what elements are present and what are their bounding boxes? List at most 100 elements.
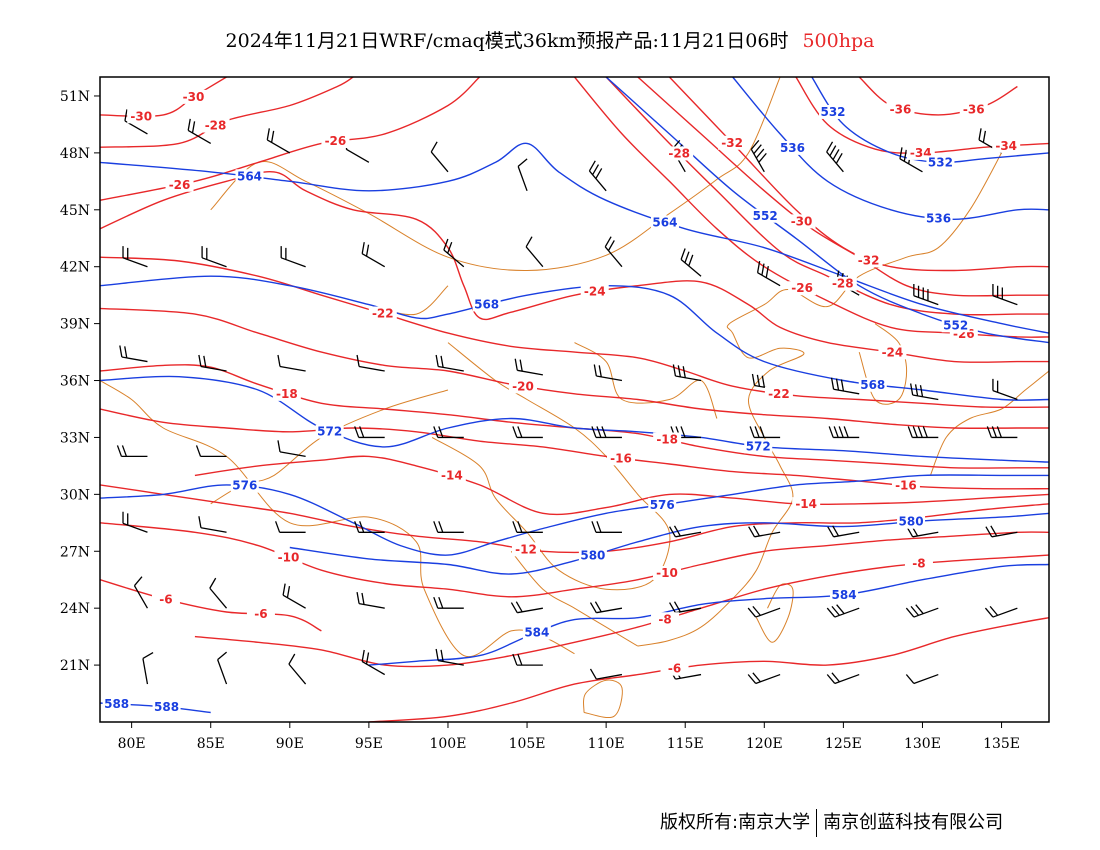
wind-barb <box>986 426 1018 439</box>
wind-barb <box>669 601 702 614</box>
height-contour-label: 568 <box>474 297 499 311</box>
wind-barb <box>905 673 939 685</box>
temperature-contour-label: -8 <box>658 612 671 626</box>
wind-barb <box>187 118 212 144</box>
wind-barb <box>288 653 307 685</box>
wind-barb <box>430 141 449 173</box>
wind-barb <box>198 354 227 372</box>
lon-tick-label: 90E <box>276 736 304 752</box>
wind-barb <box>356 592 385 609</box>
temperature-contour-label: -30 <box>130 109 152 123</box>
height-contour-label-bg <box>152 700 181 715</box>
wind-barb <box>748 525 781 538</box>
temperature-contour-label: -32 <box>721 136 743 150</box>
temperature-contour <box>858 77 1018 116</box>
wind-barb <box>119 345 148 363</box>
copyright-right: 南京创蓝科技有限公司 <box>823 812 1004 833</box>
temperature-contour-label-bg <box>509 379 538 394</box>
lat-tick-label: 27N <box>60 544 90 560</box>
temperature-contour-label-bg <box>179 89 208 104</box>
height-contour-label-bg <box>744 439 773 454</box>
wind-barb <box>277 440 306 458</box>
temperature-contour-label: -26 <box>791 281 813 295</box>
temperature-contour-label-bg <box>321 134 350 149</box>
temperature-contour <box>100 408 1049 490</box>
wind-barb <box>593 364 623 382</box>
wind-barb <box>433 521 464 533</box>
wind-barb <box>142 652 154 685</box>
temperature-contour <box>100 77 227 118</box>
wind-barb <box>747 672 781 685</box>
wind-barb <box>910 383 939 401</box>
wind-barb <box>992 378 1018 401</box>
temperature-contour <box>368 617 1049 722</box>
title-level: 500hpa <box>802 30 875 52</box>
temperature-contour-label-bg <box>959 102 988 117</box>
wind-barb <box>354 521 385 533</box>
temperature-contour-label-bg <box>764 386 793 401</box>
wind-barb <box>435 648 464 666</box>
temperature-contour-label: -16 <box>895 479 917 493</box>
temperature-contour-label: -22 <box>372 307 394 321</box>
temperature-contour-label-bg <box>653 432 682 447</box>
wind-barb <box>133 576 149 609</box>
height-contour-label-bg <box>578 548 607 563</box>
height-contour-label-bg <box>941 318 970 333</box>
wind-barb <box>680 248 702 277</box>
height-contour <box>100 142 1049 334</box>
wind-barb <box>826 141 844 173</box>
title-main: 2024年11月21日WRF/cmaq模式36km预报产品:11月21日06时 <box>225 30 789 52</box>
lat-tick-label: 21N <box>60 658 90 674</box>
temperature-contour <box>668 77 1049 272</box>
temperature-contour-label: -20 <box>512 379 534 393</box>
height-contour-label-bg <box>924 211 953 226</box>
temperature-contour-label-bg <box>792 497 821 512</box>
height-contour-label: 532 <box>928 155 953 169</box>
wind-barb <box>913 284 939 306</box>
wind-barb <box>517 158 528 192</box>
height-contour-label: 580 <box>580 549 605 563</box>
wind-barb <box>354 426 385 439</box>
wind-barb <box>830 377 860 395</box>
temperature-contour-label-bg <box>891 478 920 493</box>
wind-barb <box>201 246 227 268</box>
temperature-contour-label-bg <box>660 661 689 676</box>
height-contour-label: 536 <box>926 212 951 226</box>
boundary-line <box>431 342 671 591</box>
temperature-contour-label-bg <box>437 468 466 483</box>
lon-tick-label: 110E <box>588 736 625 752</box>
wind-barb <box>435 354 464 372</box>
temperature-contour-label: -26 <box>325 134 347 148</box>
temperature-contour-label-bg <box>828 276 857 291</box>
wind-barb <box>591 426 622 439</box>
temperature-contour-label: -10 <box>656 566 678 580</box>
wind-barb <box>907 426 939 439</box>
temperature-contour <box>194 455 1049 516</box>
temperature-contour-label: -24 <box>882 345 904 359</box>
temperature-contour-label-bg <box>788 281 817 296</box>
height-contour-label: 576 <box>232 479 257 493</box>
wind-barb <box>756 261 781 287</box>
wind-barb <box>198 516 227 533</box>
temperature-contour-label-bg <box>878 345 907 360</box>
temperature-contour-label: -14 <box>795 497 817 511</box>
temperature-contour-label-bg <box>992 138 1021 153</box>
lon-tick-label: 115E <box>667 736 704 752</box>
height-contour-label: 536 <box>780 141 805 155</box>
wind-barb <box>195 445 227 458</box>
temperature-contour-label: -8 <box>912 557 925 571</box>
copyright-left: 版权所有:南京大学 <box>660 812 811 833</box>
wind-barb <box>905 604 939 618</box>
wind-barb <box>217 651 228 685</box>
wind-barb <box>345 137 370 163</box>
temperature-contour-label-bg <box>607 451 636 466</box>
temperature-contour-label: -18 <box>276 387 298 401</box>
temperature-contour-label: -22 <box>768 387 790 401</box>
latitude-axis: 51N 48N 45N 42N 39N 36N 33N 30N 27N 24N 21N <box>60 89 100 674</box>
temperature-contour-label-bg <box>272 386 301 401</box>
boundary-line <box>574 342 718 419</box>
height-contour-label: 564 <box>652 215 677 229</box>
height-contour-label: 588 <box>154 700 179 714</box>
height-contour-label-bg <box>230 478 259 493</box>
